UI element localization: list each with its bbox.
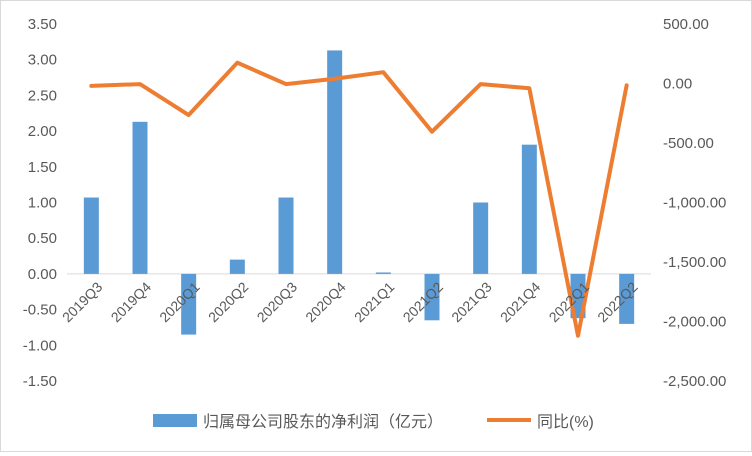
category-label: 2020Q4 [302, 279, 349, 326]
category-label: 2021Q3 [448, 279, 495, 326]
right-tick-label: -1,000.00 [663, 195, 726, 212]
category-label: 2020Q2 [205, 279, 252, 326]
bar-2020Q3 [279, 198, 294, 274]
legend: 归属母公司股东的净利润（亿元） 同比(%) [153, 413, 594, 431]
bar-2020Q4 [327, 50, 342, 273]
left-axis-ticks: -1.50 -1.00 -0.50 0.00 0.50 1.00 1.50 2.00 2.50 3… [23, 16, 57, 390]
category-label: 2021Q4 [497, 279, 544, 326]
left-tick-label: -1.50 [23, 373, 57, 390]
left-tick-label: -1.00 [23, 337, 57, 354]
bar-2021Q1 [376, 272, 391, 273]
bar-2019Q3 [84, 198, 99, 274]
bar-2021Q3 [473, 203, 488, 274]
legend-bar-swatch [153, 414, 197, 427]
category-label: 2021Q1 [351, 279, 398, 326]
left-tick-label: 2.50 [28, 87, 57, 104]
category-label: 2020Q3 [254, 279, 301, 326]
right-axis-ticks: -2,500.00 -2,000.00 -1,500.00 -1,000.00 -500… [663, 16, 726, 390]
right-tick-label: -2,500.00 [663, 373, 726, 390]
category-label: 2019Q3 [59, 279, 106, 326]
right-tick-label: -1,500.00 [663, 254, 726, 271]
left-tick-label: -0.50 [23, 302, 57, 319]
right-tick-label: 500.00 [663, 16, 709, 33]
left-tick-label: 0.00 [28, 266, 57, 283]
left-tick-label: 1.50 [28, 159, 57, 176]
bar-2019Q4 [133, 122, 148, 274]
left-tick-label: 0.50 [28, 230, 57, 247]
right-tick-label: 0.00 [663, 76, 692, 93]
left-tick-label: 3.50 [28, 16, 57, 33]
bar-2021Q4 [522, 145, 537, 274]
legend-line-label: 同比(%) [537, 413, 594, 431]
left-tick-label: 1.00 [28, 195, 57, 212]
left-tick-label: 3.00 [28, 52, 57, 69]
yoy-line [91, 63, 626, 336]
right-tick-label: -2,000.00 [663, 314, 726, 331]
line-series [91, 63, 627, 336]
category-label: 2019Q4 [108, 279, 155, 326]
legend-bar-label: 归属母公司股东的净利润（亿元） [203, 413, 443, 431]
bar-2020Q2 [230, 260, 245, 274]
left-tick-label: 2.00 [28, 123, 57, 140]
right-tick-label: -500.00 [663, 135, 714, 152]
